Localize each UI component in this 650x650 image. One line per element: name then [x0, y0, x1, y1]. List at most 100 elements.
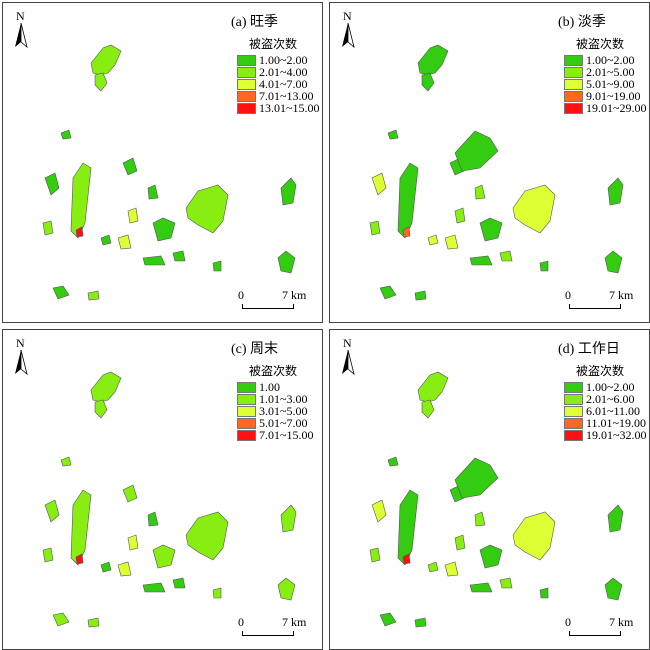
- scale-zero: 0: [565, 288, 571, 302]
- district-map: [369, 371, 624, 628]
- district-polygon: [44, 172, 60, 196]
- district-polygon: [512, 184, 556, 234]
- legend: 被盗次数 1.00~2.00 2.01~6.00 6.01~11.00 11.01~19…: [564, 362, 647, 441]
- legend-item: 5.01~7.00: [237, 417, 314, 429]
- district-polygon: [87, 290, 100, 301]
- district-polygon: [454, 534, 466, 551]
- north-label: N: [16, 9, 25, 23]
- district-polygon: [117, 561, 132, 577]
- district-polygon: [421, 399, 435, 419]
- legend-swatch: [237, 90, 256, 102]
- district-polygon: [152, 544, 176, 569]
- scale-distance: 7 km: [282, 288, 307, 302]
- district-polygon: [469, 582, 493, 593]
- district-polygon: [44, 499, 60, 523]
- legend-title: 被盗次数: [249, 364, 298, 378]
- legend-swatch: [237, 393, 256, 405]
- legend-swatch: [564, 429, 583, 441]
- district-polygon: [454, 130, 499, 172]
- legend-swatch: [564, 417, 583, 429]
- scale-zero: 0: [565, 615, 571, 629]
- map-panel: N (c) 周末 被盗次数 1.00 1.01~3.00 3.01~5.00 5.01~7.…: [2, 329, 323, 650]
- scale-zero: 0: [238, 288, 244, 302]
- legend-label: 7.01~13.00: [259, 89, 314, 103]
- map-panel: N (a) 旺季 被盗次数 1.00~2.00 2.01~4.00 4.01~7.00 7.…: [2, 2, 323, 323]
- legend-item: 1.00~2.00: [564, 54, 647, 66]
- district-polygon: [479, 217, 503, 242]
- district-polygon: [397, 162, 419, 239]
- legend-label: 9.01~19.00: [586, 89, 641, 103]
- legend-label: 1.01~3.00: [259, 392, 308, 406]
- district-map: [42, 371, 297, 628]
- scale-distance: 7 km: [609, 288, 634, 302]
- legend-label: 1.00~2.00: [259, 53, 308, 67]
- district-polygon: [539, 587, 549, 599]
- legend-swatch: [237, 66, 256, 78]
- district-polygon: [444, 561, 459, 577]
- district-polygon: [142, 255, 166, 266]
- legend-label: 1.00~2.00: [586, 53, 635, 67]
- legend-item: 1.00: [237, 381, 314, 393]
- legend-title: 被盗次数: [576, 37, 625, 51]
- legend-label: 3.01~5.00: [259, 404, 308, 418]
- scale-bar: 0 7 km: [235, 288, 315, 313]
- district-polygon: [117, 234, 132, 250]
- district-polygon: [277, 577, 296, 601]
- district-polygon: [52, 285, 70, 300]
- district-polygon: [474, 511, 486, 527]
- district-polygon: [427, 561, 439, 573]
- legend-label: 4.01~7.00: [259, 77, 308, 91]
- district-polygon: [212, 260, 222, 272]
- scale-bar: 0 7 km: [562, 288, 642, 313]
- legend-item: 19.01~32.00: [564, 429, 647, 441]
- legend-label: 11.01~19.00: [586, 416, 647, 430]
- legend-label: 19.01~32.00: [586, 428, 647, 442]
- legend-item: 1.00~2.00: [564, 381, 647, 393]
- district-polygon: [172, 577, 186, 589]
- district-polygon: [444, 234, 459, 250]
- district-polygon: [75, 553, 84, 565]
- legend-item: 2.01~5.00: [564, 66, 647, 78]
- district-polygon: [402, 226, 411, 238]
- district-polygon: [172, 250, 186, 262]
- legend-label: 2.01~6.00: [586, 392, 635, 406]
- legend-item: 6.01~11.00: [564, 405, 647, 417]
- legend-swatch: [564, 381, 583, 393]
- legend-title: 被盗次数: [249, 37, 298, 51]
- district-polygon: [142, 582, 166, 593]
- legend-label: 5.01~9.00: [586, 77, 635, 91]
- district-polygon: [152, 217, 176, 242]
- district-polygon: [371, 499, 387, 523]
- panel-title: (b) 淡季: [558, 15, 606, 30]
- district-polygon: [90, 371, 122, 403]
- legend-item: 13.01~15.00: [237, 102, 320, 114]
- district-polygon: [427, 234, 439, 246]
- legend-label: 7.01~15.00: [259, 428, 314, 442]
- district-polygon: [607, 177, 624, 206]
- district-polygon: [369, 547, 381, 563]
- district-polygon: [499, 577, 513, 589]
- district-polygon: [87, 617, 100, 628]
- district-polygon: [454, 207, 466, 224]
- legend-item: 9.01~19.00: [564, 90, 647, 102]
- legend-swatch: [564, 90, 583, 102]
- legend-label: 2.01~5.00: [586, 65, 635, 79]
- legend-swatch: [237, 405, 256, 417]
- legend-item: 2.01~4.00: [237, 66, 320, 78]
- district-polygon: [277, 250, 296, 274]
- legend-item: 11.01~19.00: [564, 417, 647, 429]
- legend-label: 1.00: [259, 380, 280, 394]
- legend-item: 7.01~13.00: [237, 90, 320, 102]
- legend-label: 19.01~29.00: [586, 101, 647, 115]
- legend: 被盗次数 1.00~2.00 2.01~5.00 5.01~9.00 9.01~19.0…: [564, 35, 647, 114]
- legend-swatch: [564, 54, 583, 66]
- legend-swatch: [237, 102, 256, 114]
- district-polygon: [70, 162, 92, 239]
- district-polygon: [387, 456, 399, 467]
- district-polygon: [100, 234, 112, 246]
- district-polygon: [414, 290, 427, 301]
- district-polygon: [75, 226, 84, 238]
- panel-title: (d) 工作日: [558, 342, 620, 357]
- legend-swatch: [564, 66, 583, 78]
- north-label: N: [16, 336, 25, 350]
